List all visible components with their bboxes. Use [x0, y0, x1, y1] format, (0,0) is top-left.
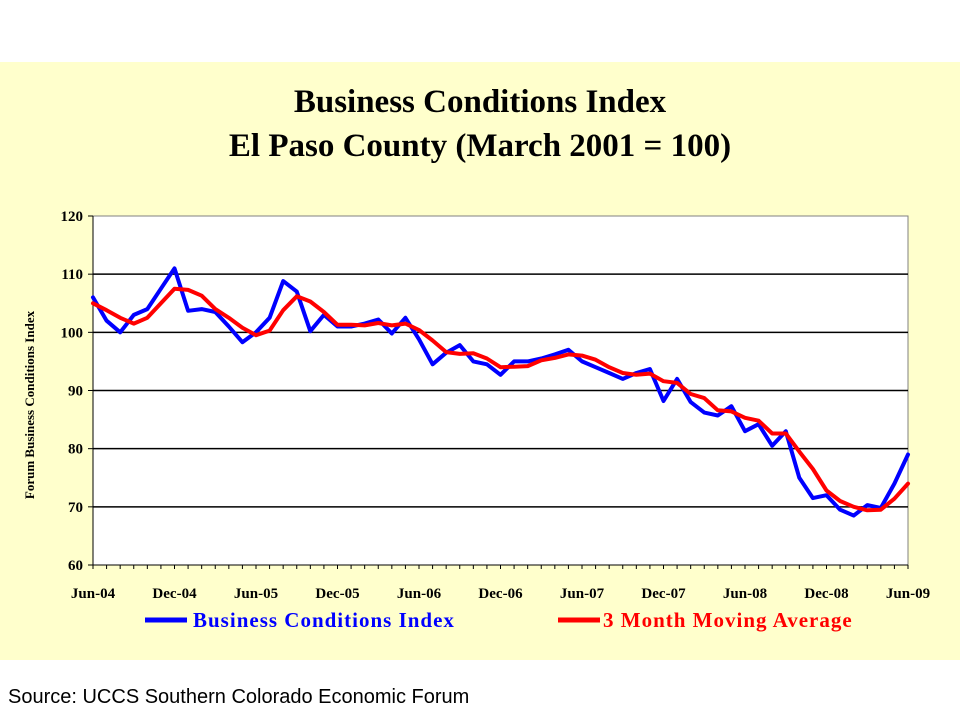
x-tick-label: Dec-08: [804, 586, 848, 602]
x-tick-label: Jun-09: [886, 586, 930, 602]
series-line-business-conditions-index: [91, 266, 910, 518]
x-tick-label: Dec-04: [152, 586, 197, 602]
y-tick-label: 60: [68, 558, 83, 574]
legend-item: Business Conditions Index: [145, 608, 455, 632]
y-tick-label: 100: [61, 325, 84, 341]
y-tick-label: 110: [61, 267, 83, 283]
chart-subtitle: El Paso County (March 2001 = 100): [228, 128, 732, 164]
chart-title: Business Conditions Index: [293, 84, 667, 120]
legend-label: Business Conditions Index: [193, 608, 455, 632]
series-lines: [91, 266, 910, 518]
legend-label: 3 Month Moving Average: [603, 608, 853, 632]
gridlines: [93, 273, 908, 508]
x-tick-label: Jun-04: [71, 586, 116, 602]
x-tick-label: Dec-05: [315, 586, 359, 602]
legend-item: 3 Month Moving Average: [558, 608, 853, 632]
x-tick-label: Jun-06: [397, 586, 442, 602]
y-tick-label: 70: [68, 500, 83, 516]
chart-title-block: Business Conditions Index El Paso County…: [0, 80, 960, 168]
legend: Business Conditions Index 3 Month Moving …: [145, 608, 853, 632]
y-tick-labels: 120 110 100 90 80 70 60: [61, 209, 84, 574]
axes: [88, 215, 909, 569]
x-tick-label: Dec-06: [478, 586, 523, 602]
x-tick-labels: Jun-04 Dec-04 Jun-05 Dec-05 Jun-06 Dec-06 Jun-…: [71, 586, 930, 602]
y-tick-label: 80: [68, 442, 83, 458]
x-tick-label: Dec-07: [641, 586, 686, 602]
series-line-moving-average: [91, 286, 910, 513]
y-tick-label: 120: [61, 209, 84, 225]
y-axis-label: Forum Business Conditions Index: [22, 310, 37, 499]
x-tick-label: Jun-05: [234, 586, 278, 602]
x-tick-label: Jun-08: [723, 586, 767, 602]
y-tick-label: 90: [68, 384, 83, 400]
x-tick-label: Jun-07: [560, 586, 605, 602]
source-note: Source: UCCS Southern Colorado Economic …: [8, 686, 470, 708]
